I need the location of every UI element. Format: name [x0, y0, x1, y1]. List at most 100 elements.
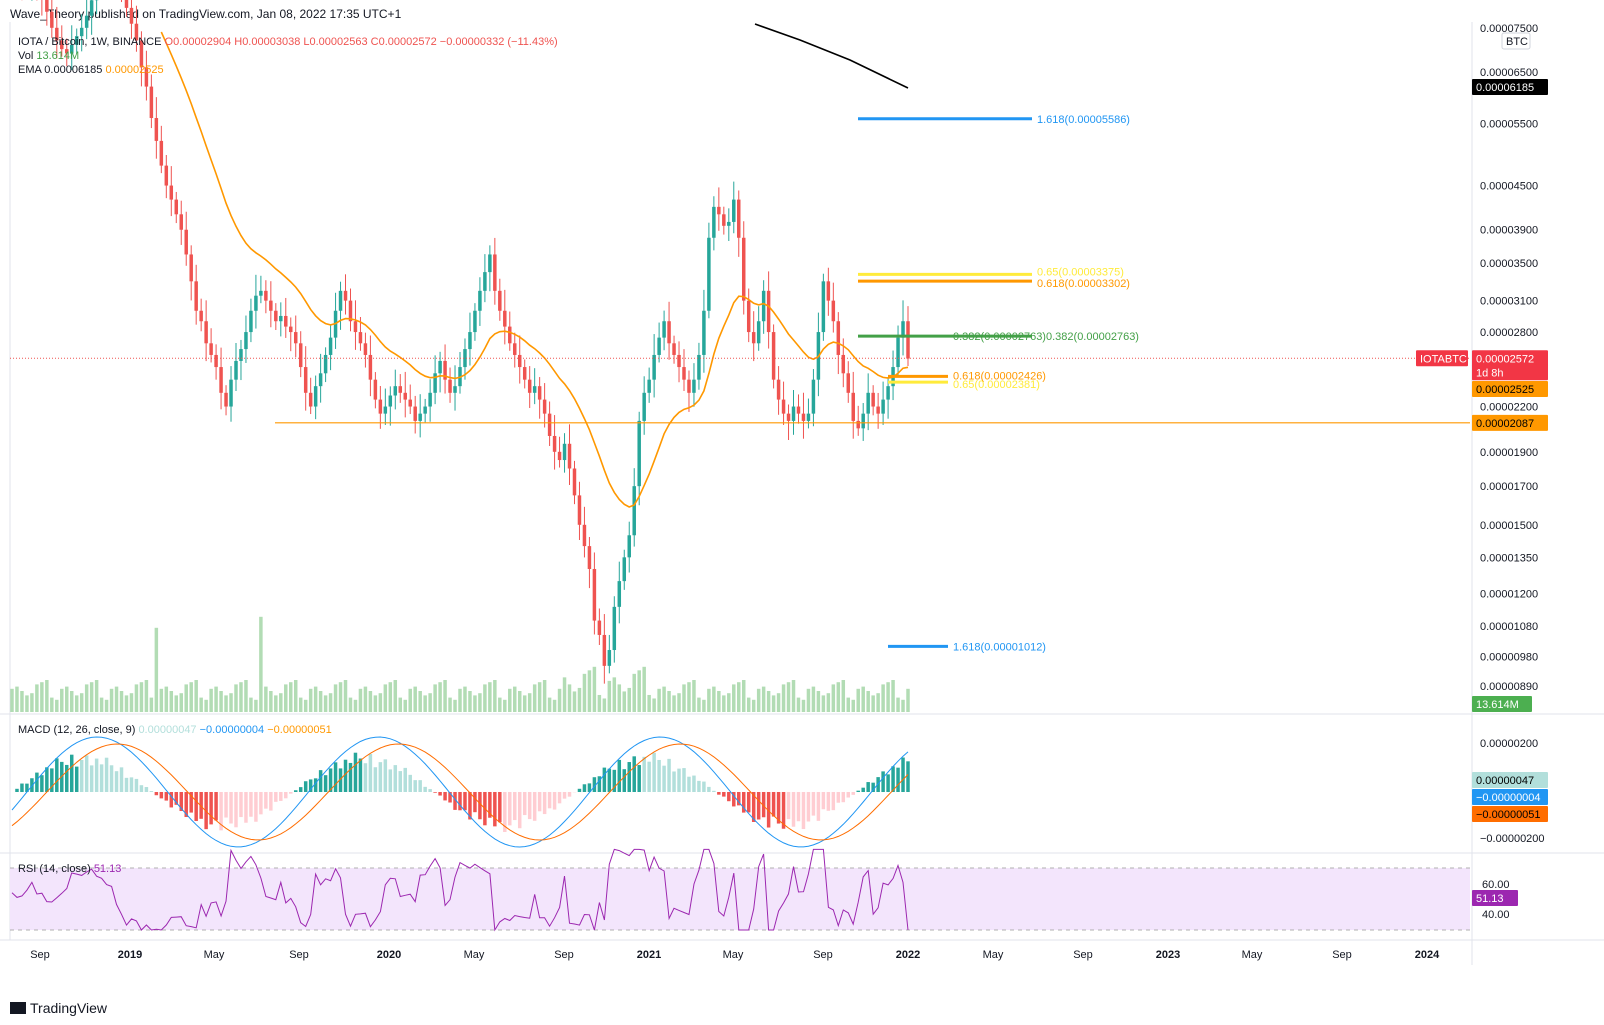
candle-body: [498, 290, 502, 311]
ema200-line: [754, 23, 909, 89]
time-tick-label: Sep: [813, 949, 833, 961]
volume-bar: [79, 693, 84, 712]
macd-macd-badge-bg: [1472, 789, 1548, 805]
volume-bar: [741, 680, 746, 712]
time-tick-label: May: [464, 949, 485, 961]
candle-body: [179, 214, 183, 230]
candle-body: [353, 321, 358, 333]
macd-hist-bar: [50, 768, 54, 792]
volume-bar: [732, 684, 736, 712]
volume-bar: [866, 691, 870, 712]
candle-body: [239, 349, 243, 361]
candle-body: [906, 321, 910, 359]
macd-hist-bar: [293, 790, 298, 792]
candle-body: [831, 300, 836, 322]
candle-body: [537, 386, 542, 400]
candle-body: [229, 379, 233, 407]
macd-hist-bar: [886, 774, 890, 792]
volume-bar: [513, 686, 517, 712]
volume-bar: [881, 684, 885, 712]
macd-line: [11, 736, 909, 848]
macd-hist-bar: [537, 792, 542, 812]
candle-body: [368, 354, 373, 380]
macd-hist-bar: [274, 792, 278, 802]
candle-body: [901, 321, 905, 338]
legend-volume-label[interactable]: Vol: [18, 50, 34, 62]
candle-body: [313, 386, 318, 407]
macd-hist-bar: [722, 792, 726, 797]
volume-bar: [841, 680, 846, 712]
candle-body: [896, 337, 900, 368]
time-tick-label: May: [1242, 949, 1263, 961]
macd-axis-label: 0.00000200: [1480, 738, 1538, 750]
legend-ema-label[interactable]: EMA: [18, 64, 42, 76]
price-tick-label: 0.00001080: [1480, 621, 1538, 633]
macd-hist-bar: [657, 759, 661, 792]
volume-bar: [234, 684, 238, 712]
macd-hist-bar: [632, 756, 636, 792]
volume-bar: [363, 686, 368, 712]
volume-bar: [84, 684, 89, 712]
macd-hist-bar: [896, 767, 900, 792]
candle-body: [577, 495, 582, 525]
volume-bar: [493, 680, 497, 712]
macd-label[interactable]: MACD (12, 26, close, 9): [18, 724, 136, 736]
volume-bar: [293, 680, 298, 712]
volume-bar: [368, 691, 373, 712]
volume-bar: [667, 691, 671, 712]
macd-hist-bar: [637, 765, 641, 792]
candle-body: [293, 332, 298, 344]
volume-bar: [448, 697, 452, 712]
macd-hist-bar: [433, 792, 437, 793]
macd-hist-bar: [796, 792, 801, 822]
rsi-label[interactable]: RSI (14, close): [18, 863, 91, 875]
volume-bar: [717, 691, 721, 712]
candle-body: [129, 7, 134, 24]
candle-body: [582, 524, 587, 547]
macd-hist-bar: [204, 792, 208, 830]
macd-hist-bar: [94, 758, 99, 792]
macd-hist-value: 0.00000047: [138, 724, 197, 736]
macd-hist-bar: [423, 786, 427, 792]
volume-bar: [602, 698, 607, 712]
currency-badge: [1501, 32, 1531, 50]
macd-hist-bar: [378, 762, 383, 792]
volume-bar: [657, 688, 661, 712]
candle-body: [473, 310, 477, 333]
price-tick-label: 0.00003100: [1480, 296, 1538, 308]
volume-badge-bg: [1472, 696, 1532, 712]
macd-hist-bar: [358, 758, 363, 792]
rsi-band: [10, 868, 1470, 930]
macd-hist-bar: [816, 792, 821, 821]
macd-hist-bar: [577, 788, 582, 792]
macd-hist-bar: [279, 792, 283, 801]
legend-ema-value2: 0.00002525: [105, 64, 164, 76]
volume-bar: [617, 684, 622, 712]
volume-bar: [204, 699, 208, 712]
volume-bar: [592, 666, 597, 712]
macd-hist-bar: [846, 792, 851, 798]
legend-pair[interactable]: IOTA / Bitcoin, 1W, BINANCE: [18, 36, 162, 48]
volume-bar: [811, 686, 816, 712]
volume-bar: [861, 686, 865, 712]
volume-bar: [284, 684, 288, 712]
time-tick-label: 2020: [377, 949, 401, 961]
candle-body: [722, 214, 726, 226]
candle-body: [657, 337, 661, 355]
time-tick-label: Sep: [1332, 949, 1352, 961]
macd-hist-bar: [55, 758, 59, 792]
candle-body: [378, 399, 383, 414]
volume-bar: [10, 688, 14, 712]
volume-bar: [99, 697, 104, 712]
candle-body: [254, 295, 258, 311]
volume-bar: [164, 686, 169, 712]
macd-hist-bar: [488, 792, 492, 818]
macd-hist-bar: [254, 792, 258, 822]
macd-hist-bar: [522, 792, 527, 816]
candle-body: [348, 300, 353, 322]
macd-hist-bar: [104, 757, 109, 792]
candle-body: [318, 373, 323, 387]
volume-bar: [249, 697, 253, 712]
macd-hist-bar: [194, 792, 198, 822]
